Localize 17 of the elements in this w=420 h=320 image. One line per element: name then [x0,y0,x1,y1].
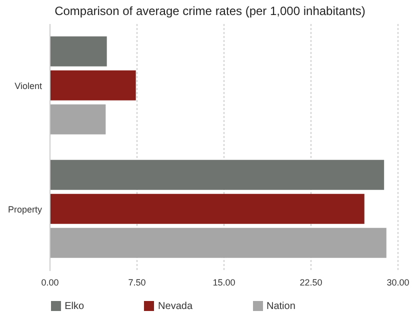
legend-label: Nation [266,301,296,312]
legend-label: Nevada [158,301,192,312]
y-tick-label: Property [8,204,42,214]
bar [50,160,384,190]
x-tick-label: 0.00 [41,277,59,288]
x-tick-label: 7.50 [128,277,146,288]
x-tick-label: 15.00 [212,277,236,288]
y-tick-label: Violent [14,80,42,91]
bar [50,70,136,100]
bar [50,36,107,66]
bar [50,194,364,224]
x-tick-label: 22.50 [300,277,322,288]
chart-title: Comparison of average crime rates (per 1,000 inhabitants) [54,4,366,20]
bar [50,104,106,134]
legend-label: Elko [64,301,84,312]
x-tick-label: 30.00 [386,277,410,288]
bar [50,228,386,258]
